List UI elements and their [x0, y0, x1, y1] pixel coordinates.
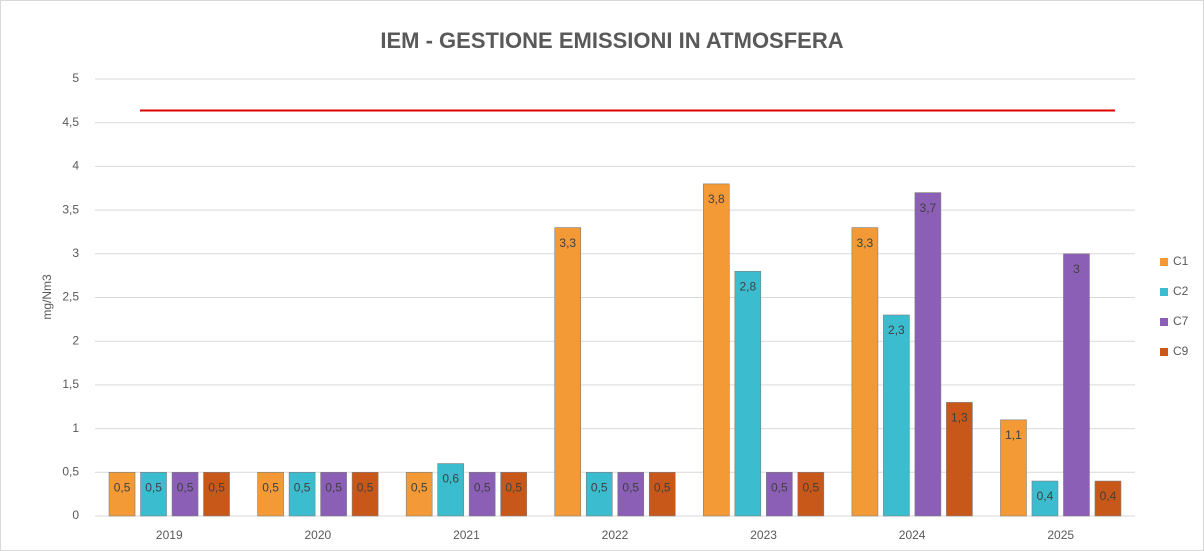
value-label: 0,5 [622, 480, 639, 494]
bar [500, 471, 527, 517]
bar [1063, 253, 1090, 517]
y-tick-label: 4,5 [62, 115, 79, 129]
value-label: 0,5 [294, 480, 311, 494]
x-tick-label: 2019 [156, 528, 183, 542]
x-tick-label: 2021 [453, 528, 480, 542]
y-axis-label: mg/Nm3 [40, 274, 54, 320]
bar [257, 471, 284, 517]
value-label: 0,4 [1037, 489, 1054, 503]
value-label: 0,5 [411, 480, 428, 494]
legend-swatch [1160, 318, 1168, 326]
bar [1000, 419, 1027, 517]
bar [171, 471, 199, 517]
bar [437, 463, 464, 517]
bar [766, 471, 793, 517]
value-label: 0,5 [145, 480, 162, 494]
bar [617, 471, 645, 517]
legend-label: C2 [1173, 284, 1189, 298]
value-label: 3,7 [920, 201, 937, 215]
bar [554, 227, 582, 517]
bar [203, 471, 230, 517]
x-tick-label: 2024 [899, 528, 926, 542]
x-tick-label: 2023 [750, 528, 777, 542]
value-label: 0,5 [474, 480, 491, 494]
value-label: 3,3 [559, 236, 576, 250]
value-label: 2,8 [739, 279, 756, 293]
bar [405, 471, 433, 517]
bar [140, 471, 167, 517]
value-label: 0,5 [325, 480, 342, 494]
x-tick-label: 2020 [305, 528, 332, 542]
legend-swatch [1160, 348, 1168, 356]
bar [351, 471, 379, 517]
y-tick-label: 4 [72, 159, 79, 173]
legend-label: C1 [1173, 254, 1189, 268]
value-label: 0,5 [357, 480, 374, 494]
bar [851, 227, 879, 517]
bar [288, 471, 316, 517]
y-tick-label: 1 [72, 421, 79, 435]
value-label: 0,5 [802, 480, 819, 494]
bar [108, 471, 136, 517]
value-label: 0,5 [505, 480, 522, 494]
value-label: 0,4 [1100, 489, 1117, 503]
bar [1031, 480, 1059, 517]
y-tick-label: 0,5 [62, 464, 79, 478]
y-tick-label: 5 [72, 71, 79, 85]
legend-swatch [1160, 288, 1168, 296]
chart-title: IEM - GESTIONE EMISSIONI IN ATMOSFERA [380, 28, 843, 53]
bar [585, 471, 613, 517]
legend-label: C7 [1173, 314, 1189, 328]
y-tick-label: 1,5 [62, 377, 79, 391]
value-label: 1,1 [1005, 428, 1022, 442]
value-label: 0,6 [442, 472, 459, 486]
x-tick-label: 2022 [602, 528, 629, 542]
y-tick-label: 0 [72, 508, 79, 522]
bar [914, 192, 942, 517]
value-label: 1,3 [951, 411, 968, 425]
x-tick-label: 2025 [1047, 528, 1074, 542]
bar [648, 471, 676, 517]
bar [734, 270, 762, 517]
value-label: 0,5 [114, 480, 131, 494]
legend-label: C9 [1173, 344, 1189, 358]
value-label: 0,5 [654, 480, 671, 494]
legend-swatch [1160, 258, 1168, 266]
bar [946, 402, 973, 517]
bar [320, 471, 347, 517]
y-tick-label: 2 [72, 333, 79, 347]
y-tick-label: 3 [72, 246, 79, 260]
value-label: 3,8 [708, 192, 725, 206]
bar [883, 314, 910, 517]
value-label: 0,5 [771, 480, 788, 494]
value-label: 3 [1073, 262, 1080, 276]
value-label: 2,3 [888, 323, 905, 337]
value-label: 0,5 [591, 480, 608, 494]
bar [703, 183, 730, 517]
value-label: 0,5 [208, 480, 225, 494]
bar [468, 471, 496, 517]
value-label: 0,5 [262, 480, 279, 494]
bar [1094, 480, 1122, 517]
value-label: 3,3 [857, 236, 874, 250]
y-tick-label: 3,5 [62, 202, 79, 216]
y-tick-label: 2,5 [62, 290, 79, 304]
value-label: 0,5 [177, 480, 194, 494]
bar [797, 471, 825, 517]
